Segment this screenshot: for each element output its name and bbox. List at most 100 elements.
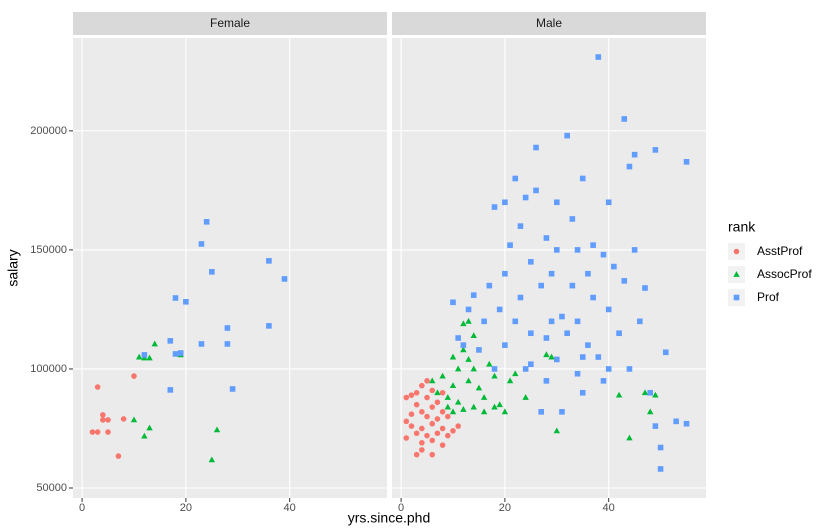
point bbox=[600, 251, 607, 258]
point bbox=[579, 354, 586, 360]
point bbox=[543, 351, 550, 358]
point bbox=[424, 378, 430, 384]
point bbox=[429, 451, 436, 458]
x-tick-label: 0 bbox=[79, 502, 85, 514]
point bbox=[600, 378, 607, 384]
point bbox=[100, 417, 106, 423]
point bbox=[470, 332, 477, 339]
point bbox=[151, 340, 158, 347]
point bbox=[224, 341, 231, 347]
point bbox=[626, 434, 633, 441]
point bbox=[491, 372, 498, 379]
y-axis-title: salary bbox=[5, 249, 21, 286]
point bbox=[564, 132, 570, 139]
point bbox=[424, 394, 430, 401]
point bbox=[502, 199, 508, 206]
point bbox=[673, 418, 679, 425]
point bbox=[574, 370, 581, 377]
point bbox=[403, 418, 410, 425]
y-tick-label: 200000 bbox=[30, 125, 67, 137]
point bbox=[590, 242, 596, 248]
point bbox=[403, 394, 410, 401]
point bbox=[115, 453, 122, 459]
point bbox=[553, 427, 560, 434]
point bbox=[652, 391, 659, 398]
point bbox=[506, 377, 514, 384]
strip-label: Male bbox=[536, 16, 562, 30]
point bbox=[621, 116, 628, 122]
point bbox=[470, 365, 477, 372]
point bbox=[501, 408, 509, 415]
point bbox=[224, 325, 231, 331]
point bbox=[616, 330, 622, 337]
point bbox=[637, 318, 643, 325]
point bbox=[642, 285, 648, 291]
point bbox=[454, 365, 462, 372]
point bbox=[631, 247, 638, 253]
point bbox=[213, 426, 221, 433]
point bbox=[429, 420, 436, 427]
point bbox=[585, 342, 591, 348]
point bbox=[657, 466, 664, 472]
point bbox=[429, 387, 436, 394]
x-tick-label: 40 bbox=[603, 502, 615, 514]
point bbox=[517, 223, 524, 229]
point bbox=[553, 247, 560, 253]
point bbox=[528, 361, 534, 367]
legend-title: rank bbox=[728, 219, 756, 235]
point bbox=[652, 147, 659, 153]
point bbox=[408, 411, 415, 417]
point bbox=[595, 54, 602, 60]
point bbox=[266, 258, 272, 264]
point bbox=[455, 423, 461, 429]
point bbox=[465, 356, 472, 362]
point bbox=[611, 263, 617, 270]
point bbox=[449, 382, 457, 389]
legend-label: AsstProf bbox=[757, 244, 803, 258]
point bbox=[662, 349, 669, 356]
point bbox=[130, 416, 138, 423]
point bbox=[439, 442, 446, 448]
point bbox=[641, 389, 649, 396]
point bbox=[657, 444, 664, 451]
legend-marker bbox=[733, 271, 740, 277]
point bbox=[413, 389, 420, 396]
point bbox=[605, 199, 612, 206]
point bbox=[543, 335, 550, 341]
x-tick-label: 20 bbox=[180, 502, 192, 514]
point bbox=[434, 389, 441, 396]
panel-background bbox=[392, 38, 706, 498]
point bbox=[538, 282, 545, 289]
point bbox=[419, 425, 425, 432]
point bbox=[579, 175, 586, 182]
strip bbox=[392, 12, 706, 35]
point bbox=[569, 216, 576, 222]
point bbox=[94, 384, 101, 390]
point bbox=[615, 391, 623, 398]
legend-label: AssocProf bbox=[757, 267, 812, 281]
point bbox=[491, 366, 498, 372]
point bbox=[449, 353, 457, 360]
point bbox=[131, 373, 137, 379]
point bbox=[579, 389, 586, 396]
point bbox=[683, 159, 690, 165]
point bbox=[419, 409, 425, 415]
x-tick-label: 40 bbox=[284, 502, 296, 514]
point bbox=[172, 295, 179, 301]
point bbox=[626, 163, 633, 170]
point bbox=[543, 235, 550, 241]
point bbox=[146, 354, 153, 361]
point bbox=[465, 377, 472, 384]
point bbox=[460, 342, 467, 348]
point bbox=[434, 416, 441, 422]
point bbox=[229, 386, 236, 392]
point bbox=[266, 323, 272, 329]
point bbox=[100, 412, 106, 418]
point bbox=[522, 366, 529, 372]
point bbox=[553, 356, 560, 363]
strip-label: Female bbox=[210, 16, 250, 30]
point bbox=[574, 318, 581, 325]
point bbox=[167, 338, 174, 344]
point bbox=[444, 413, 451, 420]
